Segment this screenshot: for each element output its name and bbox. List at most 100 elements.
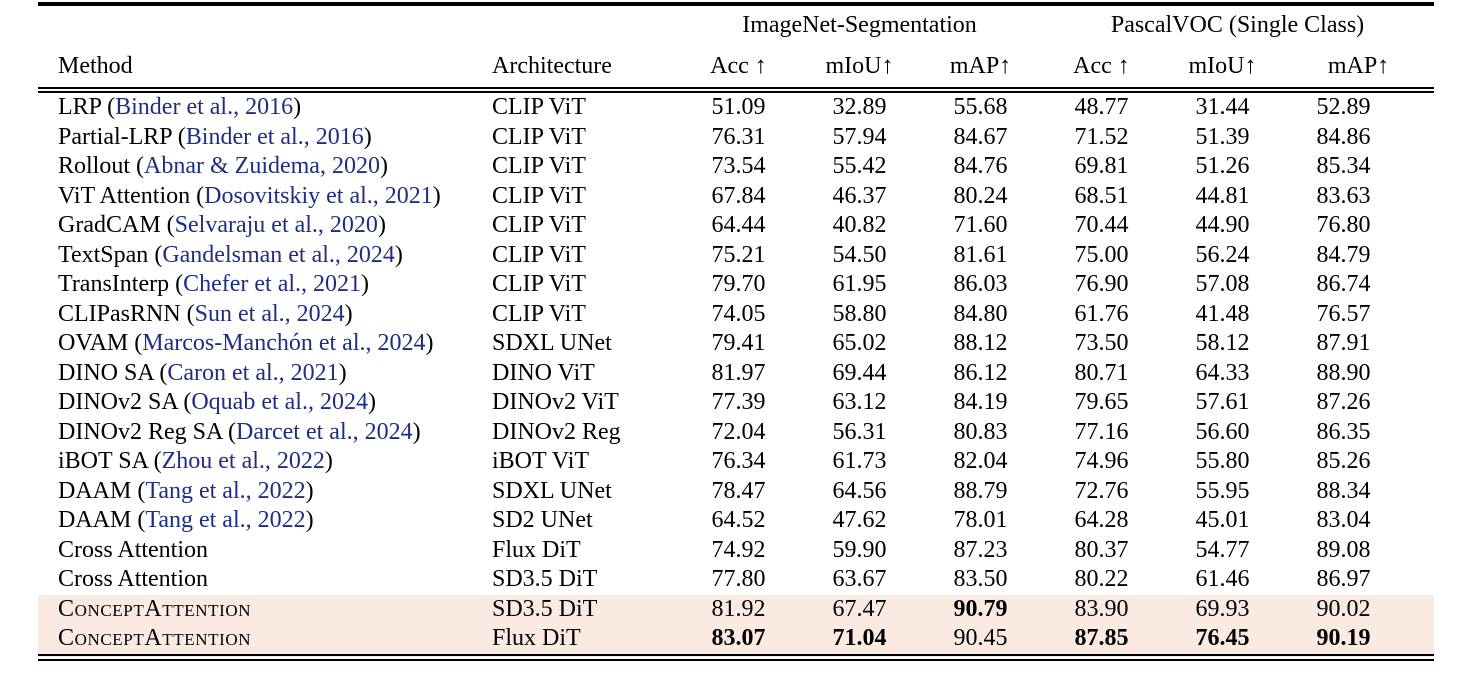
value-cell: 86.03 bbox=[953, 271, 1008, 297]
method-cell: DINOv2 Reg SA (Darcet et al., 2024) bbox=[58, 418, 421, 445]
value-cell: 84.80 bbox=[953, 300, 1008, 327]
value-cell: 80.83 bbox=[953, 418, 1008, 445]
architecture-cell: CLIP ViT bbox=[492, 153, 586, 179]
table-row: DAAM (Tang et al., 2022) SD2 UNet 64.52 47.… bbox=[38, 506, 1434, 536]
citation-link[interactable]: Oquab et al., 2024 bbox=[191, 389, 368, 415]
value-cell: 84.67 bbox=[953, 123, 1008, 150]
value-cell: 40.82 bbox=[832, 212, 887, 238]
method-name: TransInterp bbox=[58, 271, 170, 297]
value-cell: 72.76 bbox=[1074, 477, 1129, 504]
method-cell: Rollout (Abnar & Zuidema, 2020) bbox=[58, 153, 388, 179]
architecture-cell: DINOv2 ViT bbox=[492, 389, 619, 415]
value-cell: 41.48 bbox=[1195, 300, 1250, 327]
value-cell: 64.56 bbox=[832, 477, 887, 504]
group-header-spacer bbox=[38, 4, 678, 42]
citation-link[interactable]: Tang et al., 2022 bbox=[145, 507, 306, 533]
value-cell: 64.52 bbox=[711, 507, 766, 533]
table-row: CLIPasRNN (Sun et al., 2024) CLIP ViT 74.0… bbox=[38, 300, 1434, 330]
value-cell: 90.02 bbox=[1283, 594, 1434, 624]
citation-link[interactable]: Binder et al., 2016 bbox=[115, 94, 294, 120]
value-cell: 88.79 bbox=[953, 477, 1008, 504]
citation-link[interactable]: Abnar & Zuidema, 2020 bbox=[144, 153, 380, 179]
value-cell: 69.44 bbox=[832, 359, 887, 386]
citation-link[interactable]: Zhou et al., 2022 bbox=[161, 448, 325, 474]
method-name: GradCAM bbox=[58, 212, 161, 238]
value-cell: 83.90 bbox=[1041, 594, 1162, 624]
citation-link[interactable]: Binder et al., 2016 bbox=[185, 123, 364, 150]
method-cell: TransInterp (Chefer et al., 2021) bbox=[58, 271, 370, 297]
value-cell: 87.85 bbox=[1041, 624, 1162, 657]
value-cell: 76.34 bbox=[711, 448, 766, 474]
architecture-cell: CLIP ViT bbox=[492, 271, 586, 297]
architecture-cell: SD2 UNet bbox=[492, 507, 593, 533]
citation-link[interactable]: Tang et al., 2022 bbox=[145, 477, 306, 504]
value-cell: 69.81 bbox=[1074, 153, 1129, 179]
value-cell: 87.91 bbox=[1316, 330, 1371, 356]
architecture-cell: iBOT ViT bbox=[492, 448, 590, 474]
col-header-inet-acc: Acc ↑ bbox=[678, 42, 799, 93]
value-cell: 67.84 bbox=[711, 182, 766, 209]
value-cell: 80.22 bbox=[1074, 566, 1129, 592]
value-cell: 79.65 bbox=[1074, 389, 1129, 415]
method-name: Partial-LRP bbox=[58, 123, 172, 150]
method-cell: TextSpan (Gandelsman et al., 2024) bbox=[58, 241, 403, 268]
method-cell: CLIPasRNN (Sun et al., 2024) bbox=[58, 300, 353, 327]
value-cell: 61.95 bbox=[832, 271, 887, 297]
value-cell: 81.97 bbox=[711, 359, 766, 386]
value-cell: 74.05 bbox=[711, 300, 766, 327]
method-name: OVAM bbox=[58, 330, 129, 356]
value-cell: 75.21 bbox=[711, 241, 766, 268]
architecture-cell: SDXL UNet bbox=[492, 477, 612, 504]
method-cell: DINOv2 SA (Oquab et al., 2024) bbox=[58, 389, 376, 415]
citation-link[interactable]: Marcos-Manchón et al., 2024 bbox=[142, 330, 426, 356]
value-cell: 90.45 bbox=[920, 624, 1041, 657]
col-header-inet-map: mAP↑ bbox=[920, 42, 1041, 93]
citation-link[interactable]: Darcet et al., 2024 bbox=[236, 418, 413, 445]
value-cell: 54.50 bbox=[832, 241, 887, 268]
architecture-cell: DINO ViT bbox=[492, 359, 595, 386]
value-cell: 32.89 bbox=[832, 94, 887, 120]
group-header-pascalvoc: PascalVOC (Single Class) bbox=[1110, 11, 1365, 38]
value-cell: 63.12 bbox=[832, 389, 887, 415]
col-header-method: Method bbox=[38, 42, 478, 93]
value-cell: 76.31 bbox=[711, 123, 766, 150]
citation-link[interactable]: Caron et al., 2021 bbox=[167, 359, 339, 386]
table-row: LRP (Binder et al., 2016) CLIP ViT 51.09 32… bbox=[38, 90, 1434, 123]
value-cell: 90.79 bbox=[920, 594, 1041, 624]
citation-link[interactable]: Sun et al., 2024 bbox=[194, 300, 345, 327]
method-cell: LRP (Binder et al., 2016) bbox=[58, 94, 302, 120]
value-cell: 86.97 bbox=[1316, 566, 1371, 592]
citation-link[interactable]: Selvaraju et al., 2020 bbox=[174, 212, 378, 238]
value-cell: 76.90 bbox=[1074, 271, 1129, 297]
value-cell: 77.39 bbox=[711, 389, 766, 415]
value-cell: 83.50 bbox=[953, 566, 1008, 592]
table-row: iBOT SA (Zhou et al., 2022) iBOT ViT 76.34… bbox=[38, 447, 1434, 477]
value-cell: 51.39 bbox=[1195, 123, 1250, 150]
value-cell: 57.94 bbox=[832, 123, 887, 150]
method-name: Rollout bbox=[58, 153, 131, 179]
value-cell: 84.79 bbox=[1316, 241, 1371, 268]
citation-link[interactable]: Dosovitskiy et al., 2021 bbox=[204, 182, 433, 209]
value-cell: 44.90 bbox=[1195, 212, 1250, 238]
method-name: DAAM bbox=[58, 507, 132, 533]
results-table: ImageNet-Segmentation PascalVOC (Single … bbox=[38, 2, 1434, 661]
value-cell: 48.77 bbox=[1074, 94, 1129, 120]
value-cell: 52.89 bbox=[1316, 94, 1371, 120]
value-cell: 64.44 bbox=[711, 212, 766, 238]
method-name: CLIPasRNN bbox=[58, 300, 181, 327]
col-header-architecture: Architecture bbox=[478, 42, 678, 93]
citation-link[interactable]: Gandelsman et al., 2024 bbox=[162, 241, 395, 268]
value-cell: 51.26 bbox=[1195, 153, 1250, 179]
value-cell: 88.90 bbox=[1316, 359, 1371, 386]
table-row: Cross Attention SD3.5 DiT 77.80 63.67 83.50 8… bbox=[38, 565, 1434, 595]
architecture-cell: CLIP ViT bbox=[492, 182, 586, 209]
value-cell: 82.04 bbox=[953, 448, 1008, 474]
value-cell: 77.80 bbox=[711, 566, 766, 592]
citation-link[interactable]: Chefer et al., 2021 bbox=[183, 271, 362, 297]
value-cell: 72.04 bbox=[711, 418, 766, 445]
method-cell: DAAM (Tang et al., 2022) bbox=[58, 477, 314, 504]
method-cell: GradCAM (Selvaraju et al., 2020) bbox=[58, 212, 386, 238]
value-cell: 74.92 bbox=[711, 536, 766, 563]
method-cell: Cross Attention bbox=[38, 536, 478, 566]
